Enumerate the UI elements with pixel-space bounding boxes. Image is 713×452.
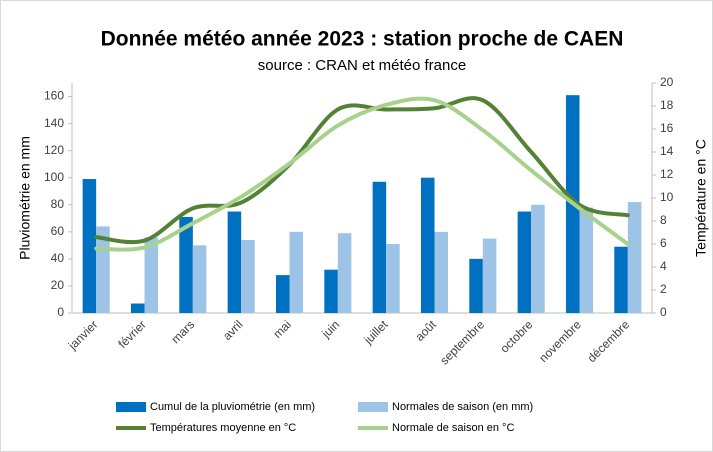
y-tick-label: 160 <box>44 89 64 103</box>
bar <box>434 231 449 313</box>
y-tick-label: 40 <box>51 251 65 265</box>
bar <box>420 177 435 313</box>
bar <box>241 239 255 313</box>
y-tick-label: 120 <box>44 143 64 157</box>
bar <box>482 238 497 313</box>
bar <box>82 179 97 313</box>
chart-subtitle: source : CRAN et météo france <box>258 57 466 74</box>
bar <box>227 211 242 313</box>
y-tick-label: 60 <box>51 224 65 238</box>
bar <box>579 207 594 313</box>
y2-tick-label: 14 <box>660 144 674 158</box>
legend-swatch <box>116 402 146 412</box>
bar <box>627 202 642 313</box>
chart-title: Donnée météo année 2023 : station proche… <box>101 28 624 51</box>
bar <box>324 269 338 313</box>
y2-tick-label: 0 <box>660 305 667 319</box>
bar <box>372 181 387 313</box>
y-tick-label: 140 <box>44 116 64 130</box>
y2-tick-label: 6 <box>660 236 667 250</box>
y2-tick-label: 12 <box>660 167 674 181</box>
bar <box>275 275 290 313</box>
bar <box>531 204 545 313</box>
bar <box>289 231 304 313</box>
y2-axis-label: Température en °C <box>693 139 709 257</box>
bar <box>144 237 159 313</box>
y-tick-label: 80 <box>51 197 65 211</box>
y2-tick-label: 18 <box>660 98 674 112</box>
y-axis-label: Pluviométrie en mm <box>17 136 33 260</box>
line <box>94 96 630 245</box>
bar <box>614 246 628 313</box>
legend-swatch <box>358 402 388 412</box>
legend-label: Normale de saison en °C <box>392 422 514 434</box>
legend-label: Normales de saison (en mm) <box>392 401 533 413</box>
y-tick-label: 0 <box>57 305 64 319</box>
y2-tick-label: 4 <box>660 259 667 273</box>
y2-tick-label: 2 <box>660 282 667 296</box>
bar <box>386 244 400 313</box>
bar <box>192 245 207 313</box>
legend-label: Cumul de la pluviométrie (en mm) <box>150 401 315 413</box>
y2-tick-label: 10 <box>660 190 674 204</box>
y2-tick-label: 16 <box>660 121 674 135</box>
bar <box>179 216 193 313</box>
y-tick-label: 100 <box>44 170 64 184</box>
bar <box>130 303 145 313</box>
y-tick-label: 20 <box>51 278 65 292</box>
bar <box>517 211 532 313</box>
y2-tick-label: 20 <box>660 75 674 89</box>
bar <box>337 233 352 313</box>
line <box>94 96 630 252</box>
y2-tick-label: 8 <box>660 213 667 227</box>
bar <box>469 258 483 313</box>
legend-label: Températures moyenne en °C <box>150 422 296 434</box>
